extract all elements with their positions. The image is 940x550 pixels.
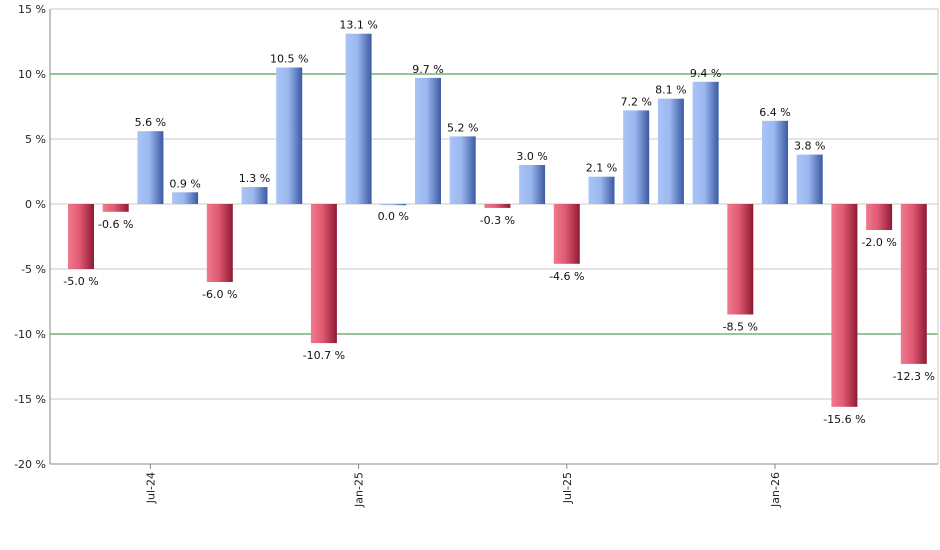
data-label: -0.6 % (98, 218, 133, 231)
bar (727, 204, 754, 315)
bar (519, 165, 546, 204)
data-label: 9.7 % (412, 63, 443, 76)
bar (345, 33, 372, 205)
bars (68, 33, 927, 407)
x-tick-label: Jan-26 (769, 472, 782, 508)
bar (68, 204, 94, 269)
data-label: 1.3 % (239, 172, 270, 185)
y-tick-label: 15 % (18, 3, 46, 16)
data-label: -15.6 % (823, 413, 865, 426)
bar (206, 204, 233, 282)
data-label: -5.0 % (63, 275, 98, 288)
bar (657, 98, 684, 204)
bar (831, 204, 858, 407)
bar (276, 67, 303, 204)
grid-lines (50, 8, 938, 465)
data-label: 0.9 % (169, 177, 200, 190)
data-label: -0.3 % (480, 214, 515, 227)
x-tick-label: Jul-25 (561, 472, 574, 504)
data-labels: -5.0 % -0.6 % 5.6 % 0.9 % -6.0 % 1.3 % 10.5 % -… (63, 19, 935, 426)
data-label: 9.4 % (690, 67, 721, 80)
data-label: 7.2 % (620, 95, 651, 108)
axes: 15 % 10 % 5 % 0 % -5 % -10 % -15 % -20 % Jul-24 J… (14, 3, 939, 508)
data-label: -12.3 % (893, 370, 935, 383)
data-label: 8.1 % (655, 84, 686, 97)
x-tick-label: Jul-24 (144, 472, 157, 504)
bar (137, 131, 164, 204)
bar (102, 204, 129, 212)
data-label: -2.0 % (861, 236, 896, 249)
data-label: -6.0 % (202, 288, 237, 301)
bar (310, 204, 337, 344)
y-tick-label: -15 % (14, 393, 46, 406)
data-label: 10.5 % (270, 53, 308, 66)
bar (172, 192, 199, 204)
bar (449, 136, 476, 204)
data-label: 5.6 % (135, 116, 166, 129)
bar (380, 204, 407, 206)
data-label: -8.5 % (723, 321, 758, 334)
bar (484, 204, 511, 208)
x-tick-label: Jan-25 (353, 472, 366, 508)
bar (692, 81, 719, 204)
bar (866, 204, 893, 230)
bar (553, 204, 580, 264)
bar (588, 176, 615, 204)
data-label: 0.0 % (378, 210, 409, 223)
y-tick-label: -10 % (14, 328, 46, 341)
bar (796, 154, 823, 204)
bar (762, 120, 788, 204)
data-label: 2.1 % (586, 162, 617, 175)
bar (900, 204, 927, 364)
y-tick-label: 10 % (18, 68, 46, 81)
data-label: -10.7 % (303, 349, 345, 362)
data-label: 3.0 % (516, 150, 547, 163)
reference-lines (50, 73, 938, 335)
y-tick-label: -5 % (21, 263, 46, 276)
data-label: -4.6 % (549, 270, 584, 283)
y-tick-label: 0 % (25, 198, 46, 211)
data-label: 3.8 % (794, 140, 825, 153)
bar (241, 187, 268, 204)
y-tick-label: 5 % (25, 133, 46, 146)
bar (623, 110, 650, 204)
data-label: 6.4 % (759, 106, 790, 119)
y-tick-label: -20 % (14, 458, 46, 471)
bar (415, 77, 441, 204)
data-label: 13.1 % (339, 19, 377, 32)
data-label: 5.2 % (447, 121, 478, 134)
